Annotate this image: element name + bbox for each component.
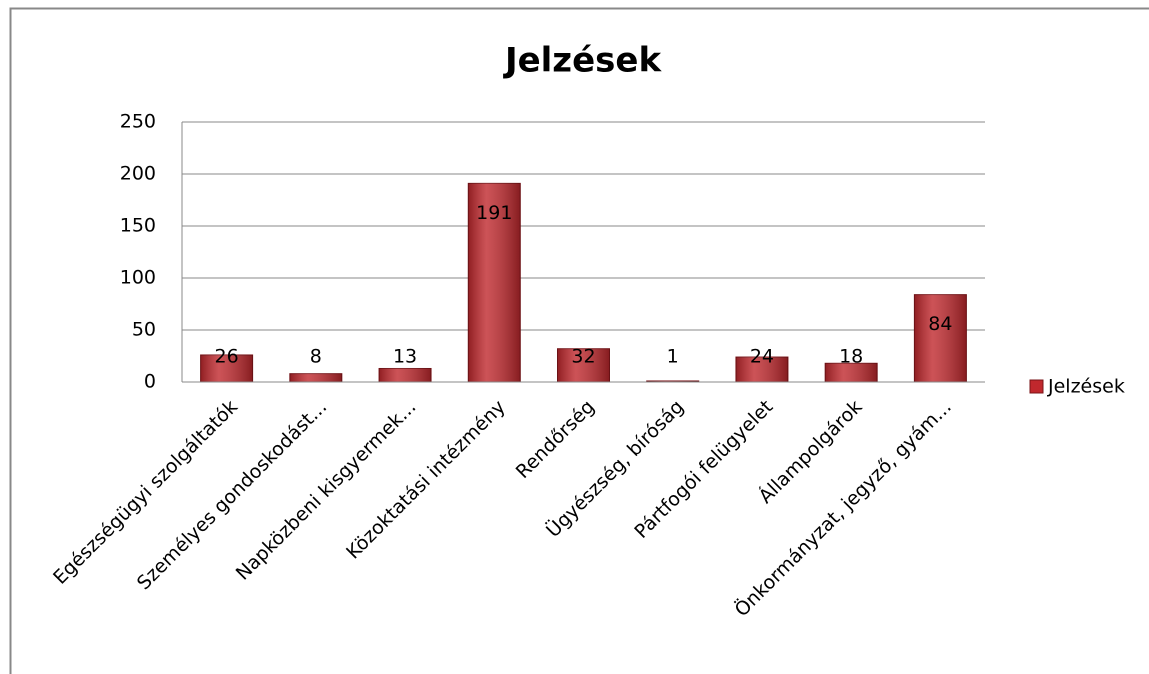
y-tick-label: 50	[132, 319, 156, 341]
chart-frame	[9, 7, 1149, 674]
data-label: 18	[839, 346, 863, 368]
bar-shade	[289, 373, 342, 382]
y-tick-label: 250	[120, 111, 156, 133]
data-label: 84	[928, 313, 952, 335]
chart-title: Jelzések	[503, 41, 663, 81]
bar-shade	[468, 183, 521, 382]
data-label: 1	[667, 346, 679, 368]
legend-swatch	[1029, 379, 1044, 394]
bar-shade	[557, 348, 610, 382]
bar-shade	[379, 368, 432, 382]
y-tick-label: 100	[120, 267, 156, 289]
data-label: 32	[571, 346, 595, 368]
bar-shade	[735, 357, 788, 382]
bar-shade	[200, 354, 253, 382]
bar-shade	[646, 380, 699, 382]
data-label: 13	[393, 346, 417, 368]
legend-label: Jelzések	[1047, 376, 1125, 398]
data-label: 24	[750, 346, 774, 368]
y-tick-label: 0	[144, 371, 156, 393]
y-tick-label: 200	[120, 163, 156, 185]
y-tick-label: 150	[120, 215, 156, 237]
data-label: 8	[310, 346, 322, 368]
bar-shade	[914, 294, 967, 382]
data-label: 26	[215, 346, 239, 368]
data-label: 191	[476, 202, 512, 224]
bar-shade	[825, 363, 878, 382]
